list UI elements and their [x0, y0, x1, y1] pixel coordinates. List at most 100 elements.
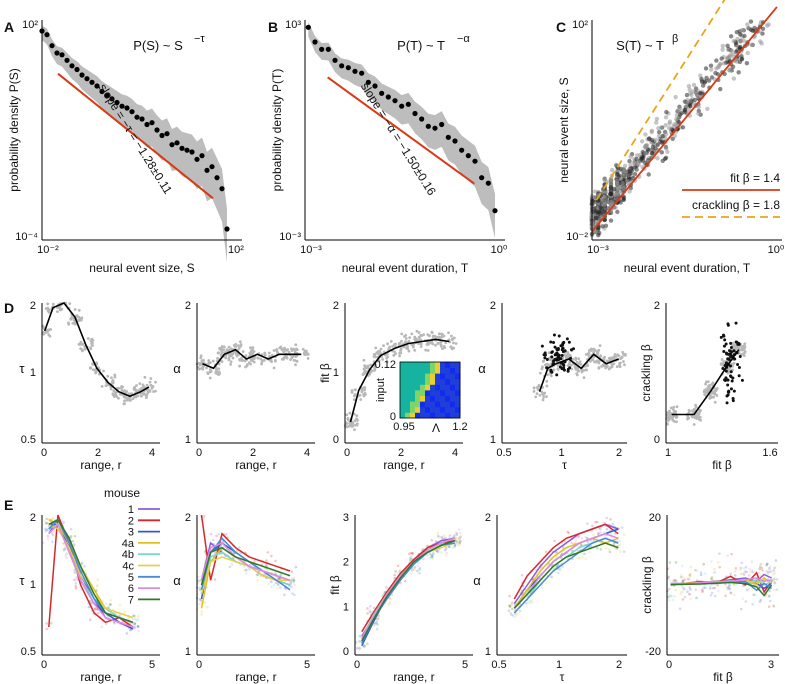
sample-point: [566, 364, 570, 367]
sample-point: [354, 388, 357, 392]
event-point: [708, 63, 714, 68]
sample-point: [363, 391, 367, 395]
sample-point: [290, 570, 294, 573]
sample-point: [582, 376, 586, 380]
highlight-point: [731, 399, 735, 403]
event-point: [741, 38, 747, 43]
heatmap-cell: [405, 412, 411, 419]
sample-point: [399, 347, 403, 350]
sample-point: [732, 361, 736, 365]
sample-point: [739, 566, 743, 570]
sample-point: [449, 345, 453, 349]
sample-point: [372, 606, 376, 610]
sample-point: [671, 408, 675, 411]
event-point: [643, 145, 648, 150]
sample-point: [71, 539, 75, 543]
sample-point: [698, 415, 702, 419]
heatmap-cell: [435, 367, 441, 374]
event-point: [739, 53, 744, 59]
highlight-point: [729, 370, 733, 374]
crackling-line: [595, 0, 726, 201]
sample-point: [556, 571, 560, 575]
sample-point: [616, 539, 620, 543]
sample-point: [94, 607, 97, 610]
legend-label-mouse-4a: 4a: [122, 538, 135, 550]
sample-point: [413, 337, 417, 341]
y-tick-label: 0.5: [21, 646, 36, 658]
sample-point: [49, 327, 52, 331]
y-axis-label: crackling β: [640, 556, 654, 614]
sample-point: [217, 532, 221, 536]
heatmap-cell: [405, 362, 411, 368]
sample-point: [232, 343, 236, 347]
sample-point: [616, 353, 619, 357]
scatter-background-layer: [41, 19, 779, 650]
sample-point: [52, 516, 55, 520]
highlight-point: [735, 340, 739, 344]
data-point: [365, 79, 371, 85]
event-point: [655, 156, 660, 161]
event-point: [660, 133, 665, 139]
sample-point: [431, 334, 435, 338]
y-tick-label: 20: [649, 512, 661, 524]
sample-point: [408, 336, 412, 340]
sample-point: [236, 344, 240, 347]
sample-point: [373, 623, 377, 627]
event-point: [692, 97, 698, 103]
sample-point: [373, 364, 377, 368]
sample-point: [681, 598, 685, 601]
sample-point: [729, 572, 732, 575]
x-tick-label: 5: [149, 659, 155, 671]
series-line-mouse-4a: [513, 537, 619, 609]
sample-point: [386, 342, 390, 346]
sample-point: [199, 361, 203, 365]
sample-point: [545, 581, 548, 585]
sample-point: [73, 571, 77, 574]
sample-point: [603, 521, 606, 525]
sample-point: [741, 572, 744, 575]
sample-point: [447, 545, 451, 549]
x-tick-label: 0: [354, 659, 360, 671]
y-tick-label: 0: [654, 434, 660, 446]
event-point: [608, 177, 614, 183]
sample-point: [599, 531, 602, 534]
data-point: [219, 186, 225, 192]
sample-point: [292, 576, 296, 579]
sample-point: [439, 343, 443, 347]
sample-point: [75, 575, 78, 579]
sample-point: [731, 364, 735, 368]
sample-point: [575, 373, 579, 377]
sample-point: [110, 376, 113, 380]
sample-point: [393, 573, 396, 577]
sample-point: [393, 575, 397, 578]
sample-point: [109, 603, 112, 606]
sample-point: [584, 535, 587, 539]
sample-point: [724, 594, 727, 598]
sample-point: [452, 535, 456, 539]
sample-point: [149, 377, 153, 380]
data-point: [445, 134, 451, 140]
heatmap-cell: [425, 406, 431, 413]
sample-point: [455, 541, 459, 544]
sample-point: [239, 343, 243, 346]
event-point: [728, 52, 733, 58]
sample-point: [248, 351, 252, 355]
sample-point: [701, 588, 704, 592]
sample-point: [574, 356, 578, 360]
sample-point: [375, 627, 379, 631]
highlight-point: [552, 341, 556, 345]
event-point: [687, 98, 693, 104]
heatmap-cell: [445, 362, 451, 368]
event-point: [602, 177, 607, 183]
sample-point: [404, 337, 408, 340]
heatmap-cell: [415, 395, 421, 402]
sample-point: [198, 586, 202, 590]
sample-point: [713, 400, 717, 404]
sample-point: [536, 388, 540, 391]
sample-point: [282, 357, 285, 360]
x-tick-label: 1: [556, 659, 562, 671]
sample-point: [412, 567, 416, 571]
sample-point: [758, 600, 762, 603]
heatmap-cell: [400, 395, 406, 402]
sample-point: [544, 550, 548, 553]
